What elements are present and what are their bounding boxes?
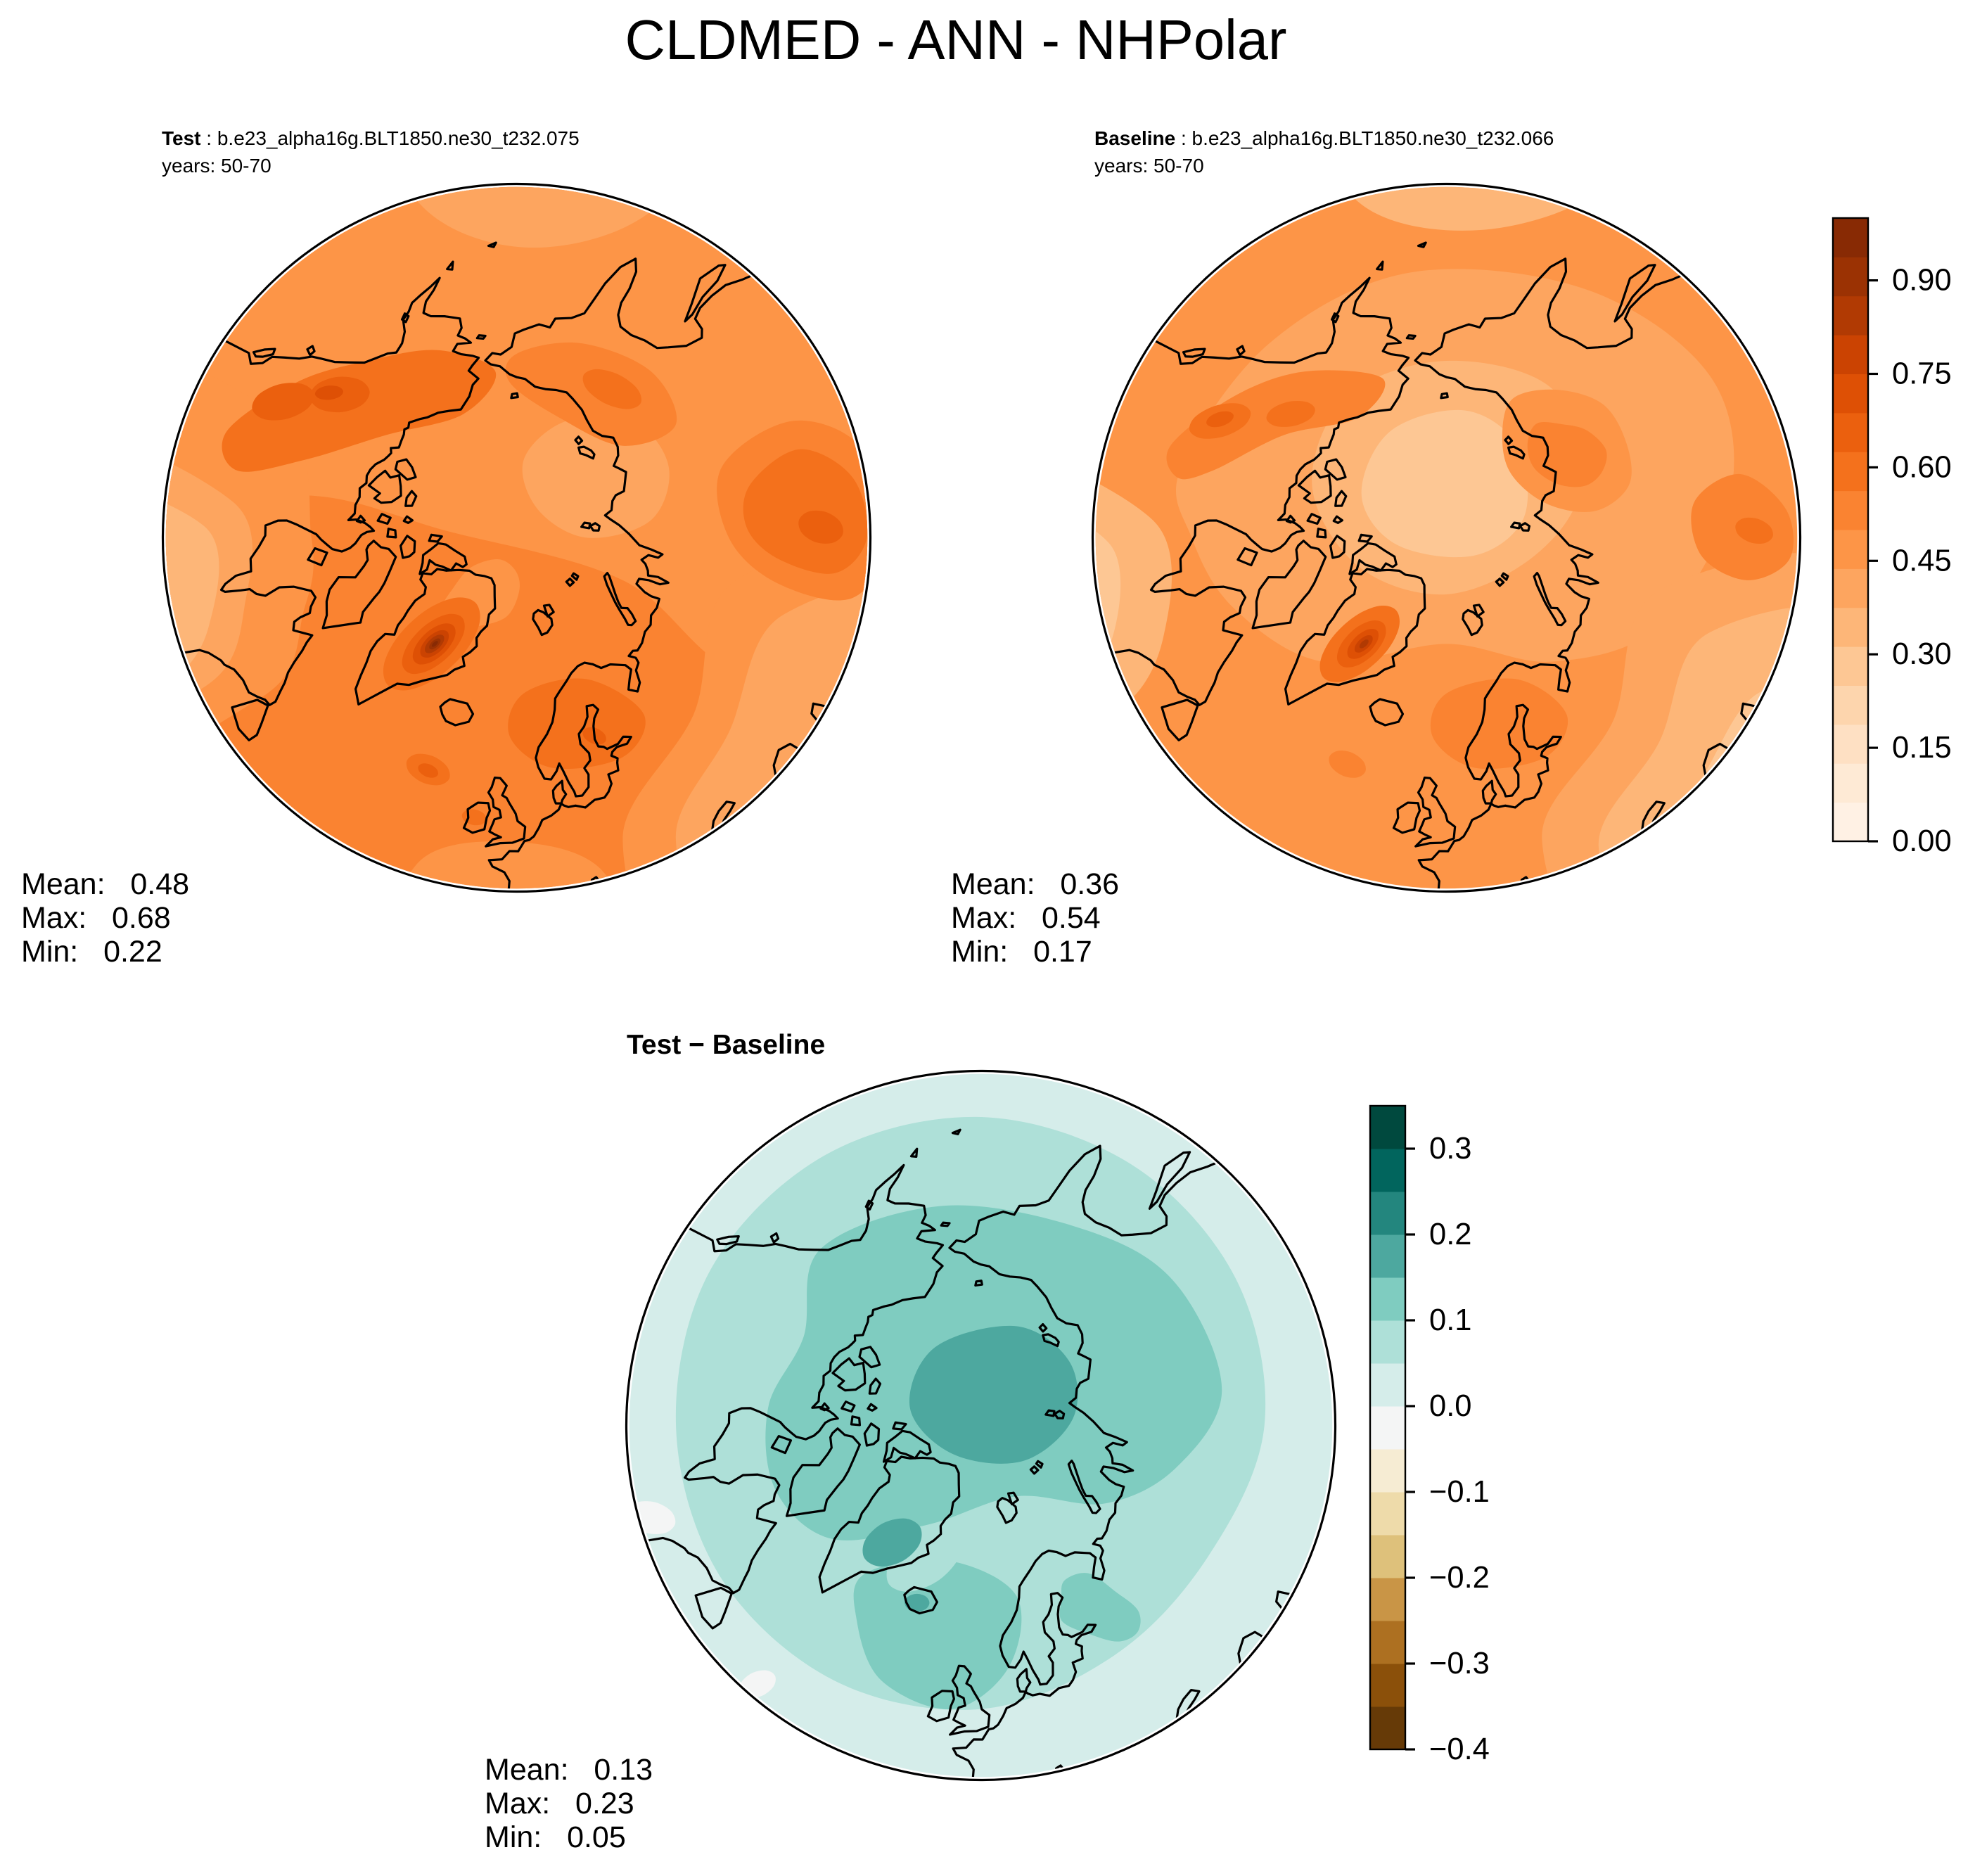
svg-text:0.0: 0.0 xyxy=(1429,1389,1471,1423)
svg-text:0.15: 0.15 xyxy=(1892,731,1952,765)
svg-text:−0.4: −0.4 xyxy=(1429,1733,1490,1766)
svg-text:0.90: 0.90 xyxy=(1892,264,1952,298)
svg-text:0.30: 0.30 xyxy=(1892,637,1952,671)
svg-text:−0.2: −0.2 xyxy=(1429,1561,1490,1595)
svg-text:−0.3: −0.3 xyxy=(1429,1647,1490,1680)
svg-text:−0.1: −0.1 xyxy=(1429,1475,1490,1509)
svg-text:0.3: 0.3 xyxy=(1429,1132,1471,1166)
svg-text:0.2: 0.2 xyxy=(1429,1218,1471,1251)
svg-text:0.45: 0.45 xyxy=(1892,544,1952,578)
svg-text:0.1: 0.1 xyxy=(1429,1303,1471,1337)
svg-text:0.60: 0.60 xyxy=(1892,450,1952,484)
svg-text:0.75: 0.75 xyxy=(1892,357,1952,391)
svg-text:0.00: 0.00 xyxy=(1892,824,1952,858)
